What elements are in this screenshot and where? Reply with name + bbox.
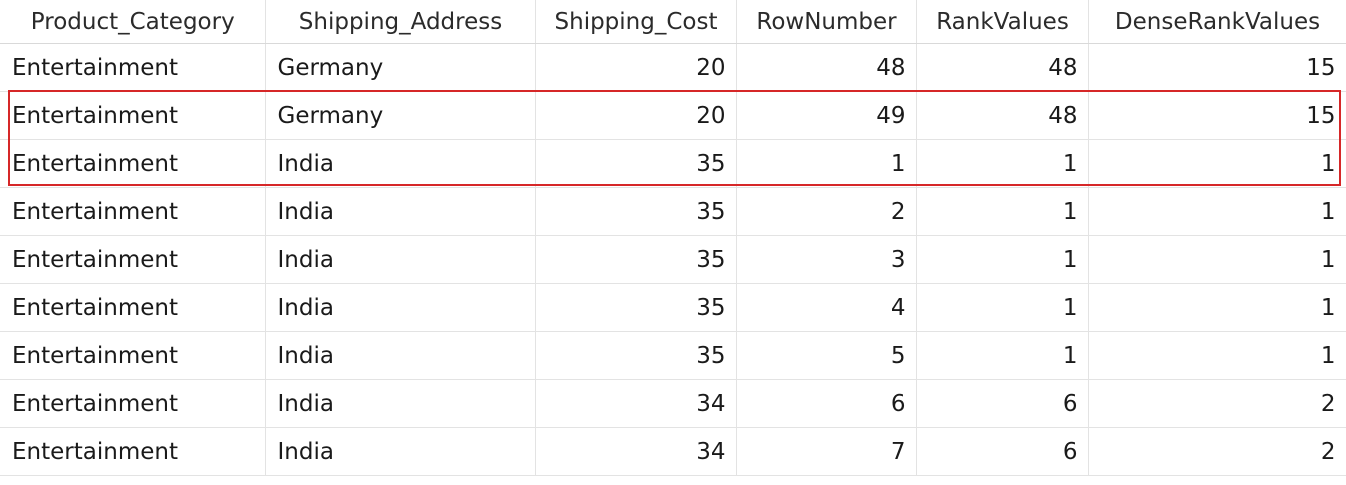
- cell-product-category[interactable]: Entertainment: [0, 139, 266, 188]
- cell-product-category[interactable]: Entertainment: [0, 91, 266, 140]
- cell-product-category[interactable]: Entertainment: [0, 379, 266, 428]
- cell-row-number[interactable]: 5: [736, 331, 917, 380]
- cell-rank-values[interactable]: 1: [916, 187, 1089, 236]
- column-header-row-number[interactable]: RowNumber: [736, 0, 917, 44]
- cell-row-number[interactable]: 48: [736, 43, 917, 92]
- cell-row-number[interactable]: 2: [736, 187, 917, 236]
- cell-rank-values[interactable]: 48: [916, 91, 1089, 140]
- cell-dense-rank-values[interactable]: 2: [1088, 427, 1346, 476]
- cell-shipping-address[interactable]: India: [265, 379, 536, 428]
- cell-dense-rank-values[interactable]: 1: [1088, 331, 1346, 380]
- cell-dense-rank-values[interactable]: 1: [1088, 235, 1346, 284]
- cell-dense-rank-values[interactable]: 2: [1088, 379, 1346, 428]
- cell-rank-values[interactable]: 1: [916, 331, 1089, 380]
- table-row[interactable]: Entertainment India 35 4 1 1: [0, 283, 1346, 332]
- table-row[interactable]: Entertainment India 35 2 1 1: [0, 187, 1346, 236]
- cell-rank-values[interactable]: 1: [916, 283, 1089, 332]
- cell-shipping-address[interactable]: Germany: [265, 43, 536, 92]
- cell-rank-values[interactable]: 6: [916, 427, 1089, 476]
- cell-shipping-cost[interactable]: 20: [535, 43, 737, 92]
- table-row[interactable]: Entertainment India 35 5 1 1: [0, 331, 1346, 380]
- cell-shipping-cost[interactable]: 34: [535, 427, 737, 476]
- cell-dense-rank-values[interactable]: 1: [1088, 139, 1346, 188]
- cell-rank-values[interactable]: 48: [916, 43, 1089, 92]
- cell-dense-rank-values[interactable]: 1: [1088, 187, 1346, 236]
- column-header-shipping-cost[interactable]: Shipping_Cost: [535, 0, 737, 44]
- table-row[interactable]: Entertainment Germany 20 49 48 15: [0, 91, 1346, 140]
- cell-shipping-address[interactable]: India: [265, 427, 536, 476]
- table-row[interactable]: Entertainment Germany 20 48 48 15: [0, 43, 1346, 92]
- cell-row-number[interactable]: 7: [736, 427, 917, 476]
- column-header-product-category[interactable]: Product_Category: [0, 0, 266, 44]
- cell-product-category[interactable]: Entertainment: [0, 43, 266, 92]
- cell-shipping-address[interactable]: India: [265, 187, 536, 236]
- cell-shipping-cost[interactable]: 35: [535, 187, 737, 236]
- cell-product-category[interactable]: Entertainment: [0, 283, 266, 332]
- cell-row-number[interactable]: 49: [736, 91, 917, 140]
- cell-shipping-cost[interactable]: 35: [535, 331, 737, 380]
- cell-shipping-cost[interactable]: 20: [535, 91, 737, 140]
- cell-dense-rank-values[interactable]: 15: [1088, 91, 1346, 140]
- cell-rank-values[interactable]: 1: [916, 139, 1089, 188]
- cell-row-number[interactable]: 4: [736, 283, 917, 332]
- cell-row-number[interactable]: 3: [736, 235, 917, 284]
- cell-shipping-address[interactable]: India: [265, 235, 536, 284]
- table-row[interactable]: Entertainment India 35 1 1 1: [0, 139, 1346, 188]
- cell-dense-rank-values[interactable]: 15: [1088, 43, 1346, 92]
- column-header-rank-values[interactable]: RankValues: [916, 0, 1089, 44]
- cell-shipping-address[interactable]: Germany: [265, 91, 536, 140]
- cell-shipping-cost[interactable]: 35: [535, 139, 737, 188]
- header-row: Product_Category Shipping_Address Shippi…: [0, 0, 1346, 44]
- cell-product-category[interactable]: Entertainment: [0, 331, 266, 380]
- table-row[interactable]: Entertainment India 34 6 6 2: [0, 379, 1346, 428]
- cell-product-category[interactable]: Entertainment: [0, 235, 266, 284]
- cell-rank-values[interactable]: 1: [916, 235, 1089, 284]
- table-row[interactable]: Entertainment India 34 7 6 2: [0, 427, 1346, 476]
- cell-shipping-cost[interactable]: 34: [535, 379, 737, 428]
- column-header-shipping-address[interactable]: Shipping_Address: [265, 0, 536, 44]
- cell-row-number[interactable]: 6: [736, 379, 917, 428]
- cell-shipping-cost[interactable]: 35: [535, 235, 737, 284]
- cell-shipping-cost[interactable]: 35: [535, 283, 737, 332]
- cell-shipping-address[interactable]: India: [265, 283, 536, 332]
- cell-rank-values[interactable]: 6: [916, 379, 1089, 428]
- cell-shipping-address[interactable]: India: [265, 331, 536, 380]
- cell-dense-rank-values[interactable]: 1: [1088, 283, 1346, 332]
- table-row[interactable]: Entertainment India 35 3 1 1: [0, 235, 1346, 284]
- cell-product-category[interactable]: Entertainment: [0, 187, 266, 236]
- column-header-dense-rank-values[interactable]: DenseRankValues: [1088, 0, 1346, 44]
- cell-row-number[interactable]: 1: [736, 139, 917, 188]
- cell-shipping-address[interactable]: India: [265, 139, 536, 188]
- cell-product-category[interactable]: Entertainment: [0, 427, 266, 476]
